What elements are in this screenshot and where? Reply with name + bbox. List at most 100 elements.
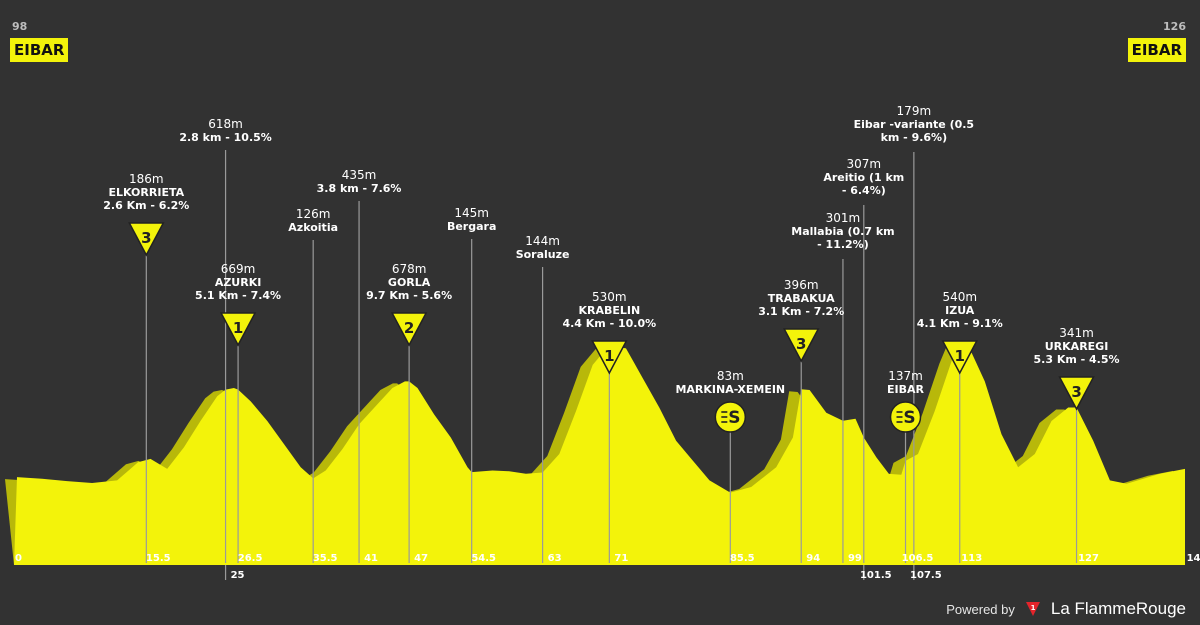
category-label: S: [728, 408, 740, 428]
profile-area: [14, 341, 1185, 565]
point-altitude: 307m: [846, 157, 882, 171]
climb-category-icon: 2: [390, 312, 428, 347]
point-altitude: 144m: [525, 234, 560, 248]
km-tick-label: 25: [230, 570, 245, 581]
km-tick-label: 127: [1078, 553, 1099, 564]
category-label: 1: [955, 347, 965, 365]
climb-category-icon: 3: [128, 222, 165, 257]
point-label: 669m AZURKI 5.1 Km - 7.4%: [158, 262, 318, 302]
point-label: 678m GORLA 9.7 Km - 5.6%: [329, 262, 489, 302]
category-icons: 3 1 2 1 S 3 S 1 3: [128, 222, 1095, 433]
point-label: 179m Eibar -variante (0.5 km - 9.6%): [834, 104, 994, 144]
powered-by-text: Powered by: [946, 601, 1015, 617]
point-detail: 2.8 km - 10.5%: [179, 131, 272, 144]
finish-km: 126: [1163, 20, 1186, 33]
point-altitude: 678m: [391, 262, 427, 276]
point-altitude: 126m: [295, 207, 331, 221]
km-tick-label: 99: [847, 553, 862, 564]
category-label: 3: [1071, 383, 1081, 401]
point-label: 435m 3.8 km - 7.6%: [279, 168, 439, 195]
point-altitude: 435m: [341, 168, 377, 182]
point-altitude: 669m: [220, 262, 256, 276]
point-altitude: 179m: [896, 104, 932, 118]
point-detail: km - 9.6%): [880, 131, 948, 144]
km-tick-label: 140: [1186, 553, 1200, 564]
point-detail: - 11.2%): [817, 238, 869, 251]
point-detail: 2.6 Km - 6.2%: [103, 199, 190, 212]
brand-name: La FlammeRouge: [1050, 599, 1186, 618]
point-name: ELKORRIETA: [108, 186, 185, 199]
point-name: IZUA: [945, 304, 975, 317]
km-tick-label: 71: [614, 553, 629, 564]
point-name: TRABAKUA: [767, 292, 835, 305]
category-label: 1: [233, 319, 243, 337]
point-name: EIBAR: [887, 383, 924, 396]
footer: Powered by 1 La FlammeRouge: [946, 599, 1186, 619]
point-detail: 3.8 km - 7.6%: [316, 182, 402, 195]
point-label: 126m Azkoitia: [233, 207, 393, 234]
climb-category-icon: 3: [782, 328, 820, 363]
point-name: Eibar -variante (0.5: [853, 118, 975, 131]
category-label: S: [903, 408, 915, 428]
point-label: 530m KRABELIN 4.4 Km - 10.0%: [529, 290, 689, 330]
finish-name: EIBAR: [1127, 38, 1186, 62]
km-tick-label: 107.5: [910, 570, 942, 581]
point-altitude: 145m: [454, 206, 489, 220]
point-name: Soraluze: [515, 248, 570, 261]
point-name: GORLA: [387, 276, 431, 289]
point-detail: 3.1 Km - 7.2%: [758, 305, 845, 318]
climb-category-icon: 3: [1058, 376, 1095, 411]
point-label: 145m Bergara: [392, 206, 552, 233]
km-tick-label: 106.5: [901, 553, 934, 564]
point-name: URKAREGI: [1044, 340, 1109, 353]
climb-category-icon: 1: [219, 312, 257, 347]
point-name: AZURKI: [214, 276, 262, 289]
point-name: MARKINA-XEMEIN: [675, 383, 786, 396]
point-label: 307m Areitio (1 km - 6.4%): [784, 157, 944, 197]
point-name: Azkoitia: [288, 221, 339, 234]
point-detail: - 6.4%): [841, 184, 886, 197]
climb-category-icon: 1: [591, 340, 628, 375]
category-label: 3: [141, 229, 151, 247]
km-tick-label: 26.5: [237, 553, 263, 564]
point-name: Mallabia (0.7 km: [791, 225, 895, 238]
point-name: Areitio (1 km: [823, 171, 905, 184]
point-altitude: 186m: [129, 172, 164, 186]
km-tick-label: 85.5: [729, 553, 755, 564]
point-detail: 4.4 Km - 10.0%: [562, 317, 657, 330]
point-altitude: 137m: [888, 369, 923, 383]
point-altitude: 396m: [783, 278, 819, 292]
point-label: 301m Mallabia (0.7 km - 11.2%): [763, 211, 923, 251]
point-detail: 5.3 Km - 4.5%: [1033, 353, 1120, 366]
point-detail: 4.1 Km - 9.1%: [916, 317, 1003, 330]
point-detail: 5.1 Km - 7.4%: [195, 289, 282, 302]
point-altitude: 301m: [825, 211, 861, 225]
km-tick-label: 63: [547, 553, 562, 564]
point-label: 83m MARKINA-XEMEIN: [650, 369, 810, 396]
point-altitude: 341m: [1059, 326, 1094, 340]
marker-lines-front: [145, 150, 1078, 580]
km-tick-label: 41: [364, 553, 379, 564]
km-tick-label: 0: [15, 553, 22, 564]
start-km: 98: [12, 20, 28, 33]
point-altitude: 83m: [716, 369, 744, 383]
point-label: 186m ELKORRIETA 2.6 Km - 6.2%: [66, 172, 226, 212]
point-name: KRABELIN: [578, 304, 641, 317]
km-tick-label: 35.5: [312, 553, 338, 564]
category-label: 2: [404, 319, 414, 337]
point-altitude: 540m: [942, 290, 978, 304]
km-tick-label: 47: [414, 553, 429, 564]
sprint-icon: S: [714, 401, 747, 433]
point-label: 144m Soraluze: [463, 234, 623, 261]
point-label: 137m EIBAR: [826, 369, 986, 396]
km-tick-label: 54.5: [471, 553, 497, 564]
start-name: EIBAR: [10, 38, 69, 62]
point-detail: 9.7 Km - 5.6%: [366, 289, 453, 302]
point-label: 540m IZUA 4.1 Km - 9.1%: [880, 290, 1040, 330]
point-label: 618m 2.8 km - 10.5%: [146, 117, 306, 144]
point-altitude: 618m: [208, 117, 243, 131]
flamme-rouge-logo-icon: 1: [1025, 602, 1040, 616]
point-altitude: 530m: [592, 290, 627, 304]
km-tick-label: 113: [961, 553, 983, 564]
